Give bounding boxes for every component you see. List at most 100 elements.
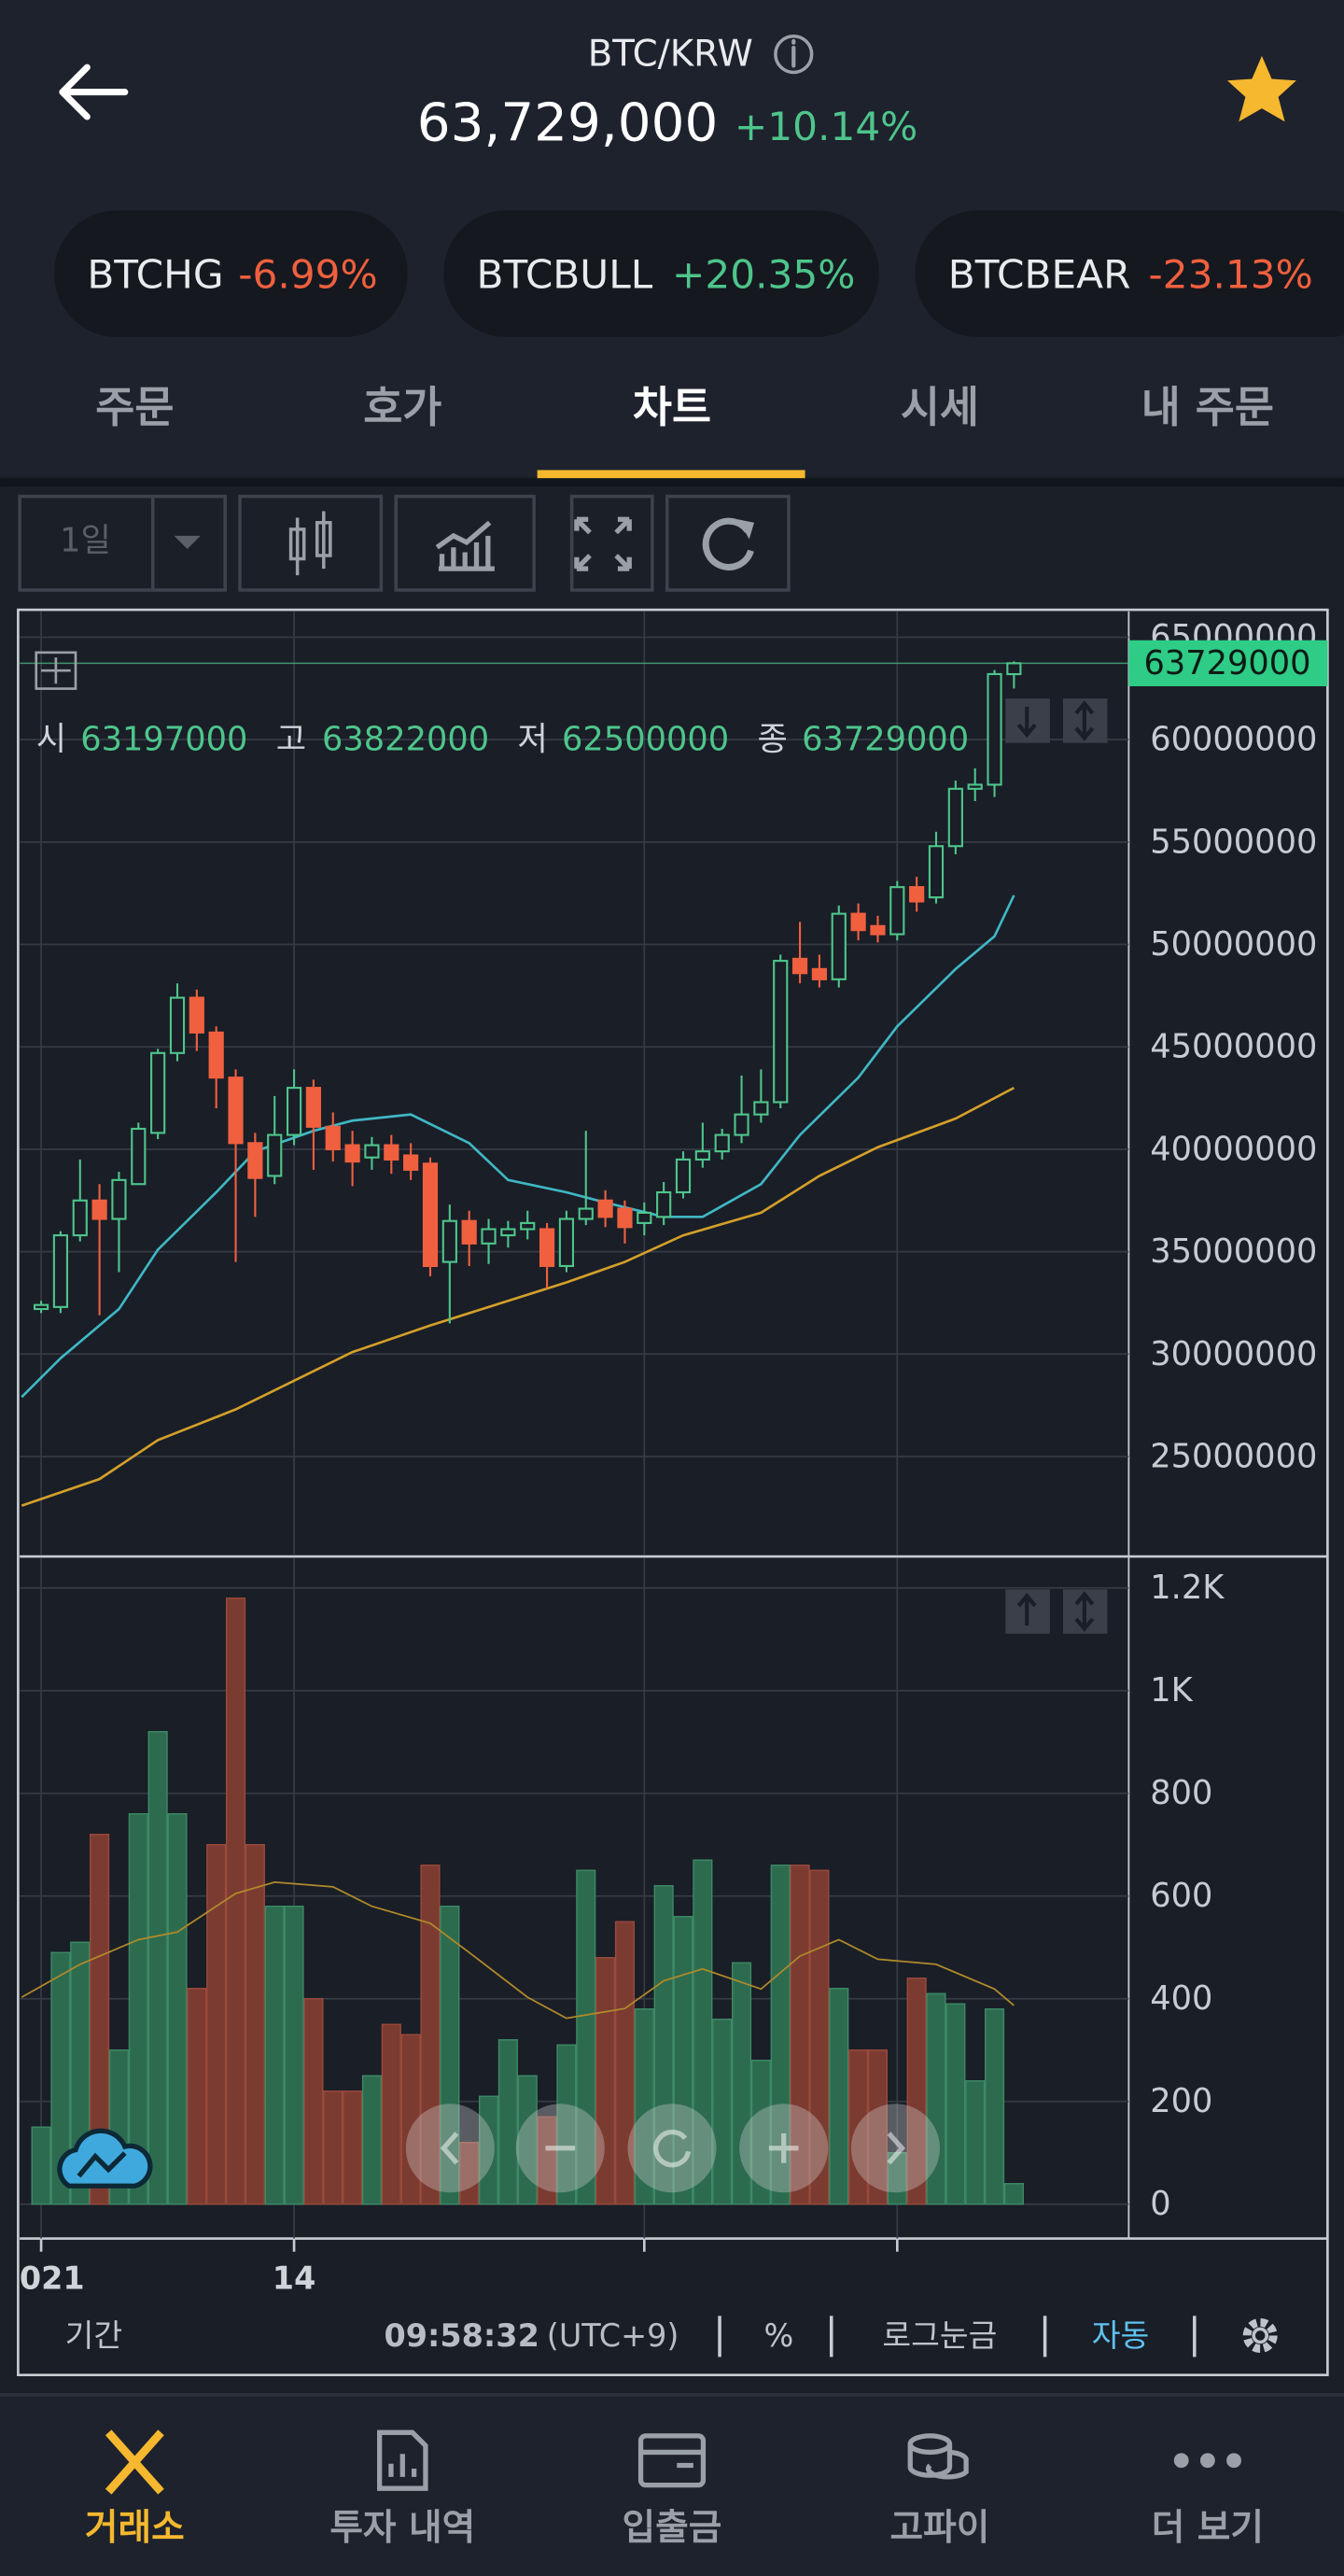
reset[interactable]: [627, 2104, 717, 2193]
settings-gear[interactable]: [1242, 2317, 1278, 2353]
interval-label: 1일: [60, 522, 111, 560]
y-tick-label: 60000000: [1150, 721, 1317, 759]
zoom-glyphs: [440, 2129, 905, 2168]
candle-body: [734, 1113, 749, 1136]
back-button[interactable]: [59, 63, 129, 120]
panel-controls: [1005, 698, 1108, 1634]
nav-icon-detail: [907, 2443, 969, 2480]
volume-bar: [867, 2049, 889, 2205]
volume-bar: [225, 1598, 246, 2205]
crosshair-icon: [41, 657, 71, 684]
favorite-star[interactable]: [1226, 55, 1296, 122]
fullscreen-button[interactable]: [569, 494, 654, 592]
scroll-left[interactable]: [405, 2104, 495, 2193]
ohlc-label: 고: [276, 721, 306, 759]
tab[interactable]: 호가: [363, 383, 441, 432]
candle-body: [441, 1219, 457, 1263]
candle-body: [344, 1144, 360, 1163]
tab-active[interactable]: 차트: [633, 383, 711, 432]
volume-bar: [343, 2090, 363, 2205]
refresh-icon: [702, 517, 754, 570]
candle-body: [850, 912, 866, 932]
volume-bar: [984, 2008, 1005, 2205]
time: 09:58:32: [385, 2317, 539, 2354]
candle-body: [714, 1133, 730, 1153]
volume-bar: [187, 1988, 207, 2205]
ma-line: [21, 894, 1015, 1399]
candle-type-button[interactable]: [238, 494, 384, 592]
candle-body: [364, 1144, 380, 1159]
nav-item-active[interactable]: 거래소: [85, 2507, 185, 2549]
tab[interactable]: 주문: [95, 383, 174, 432]
y-tick-label: 600: [1150, 1877, 1212, 1915]
volume-bar: [926, 1992, 946, 2205]
nav-icons: [105, 2429, 1241, 2495]
candle-body: [753, 1101, 769, 1116]
percent-toggle[interactable]: %: [764, 2317, 794, 2354]
x-tick-label: 14: [273, 2259, 316, 2296]
y-tick-label: 1K: [1150, 1671, 1193, 1710]
candle-body: [539, 1228, 555, 1268]
nav-item[interactable]: 입출금: [623, 2507, 722, 2549]
refresh-button[interactable]: [665, 494, 791, 592]
indicator-icon: [435, 520, 495, 571]
control-glyphs: [1016, 700, 1095, 1632]
volume-bar: [614, 1921, 636, 2205]
candle-body: [987, 672, 1002, 786]
log-scale-toggle[interactable]: 로그눈금: [882, 2317, 997, 2354]
volume-panel: [20, 1557, 1129, 2239]
y-tick-label: 25000000: [1150, 1437, 1317, 1475]
candle-body: [617, 1207, 633, 1229]
candle-body: [305, 1087, 322, 1128]
nav-item[interactable]: 투자 내역: [329, 2507, 475, 2549]
price: 63,729,000: [417, 93, 719, 154]
volume-bar: [420, 1865, 441, 2205]
tab[interactable]: 시세: [901, 383, 979, 432]
nav-icon: [105, 2429, 164, 2495]
candle-body: [811, 967, 828, 980]
nav-item[interactable]: 더 보기: [1152, 2507, 1264, 2549]
settings-gear-hole: [1252, 2327, 1269, 2344]
candle-body: [228, 1077, 244, 1145]
ohlc-label: 종: [758, 721, 788, 759]
candle-icon: [288, 511, 332, 576]
volume-bar: [381, 2023, 401, 2205]
y-tick-label: 200: [1150, 2082, 1212, 2120]
candle-body: [33, 1303, 49, 1311]
volume-bar: [400, 2034, 421, 2205]
candle-body: [267, 1133, 283, 1177]
ticker-pill[interactable]: [54, 210, 408, 337]
change: +10.14%: [735, 104, 917, 149]
current-price-label: 63729000: [1143, 644, 1310, 683]
volume-bar: [206, 1844, 227, 2205]
period-button[interactable]: 기간: [65, 2317, 123, 2354]
scroll-right[interactable]: [850, 2104, 940, 2193]
volume-bar: [731, 1962, 752, 2205]
tab[interactable]: 내 주문: [1141, 383, 1274, 432]
info-line: 시 63197000 고 63822000 저 62500000 종 63729…: [36, 721, 969, 759]
nav-item[interactable]: 고파이: [890, 2507, 990, 2549]
volume-bar: [770, 1865, 791, 2205]
volume-bar: [965, 2080, 986, 2205]
interval-button[interactable]: [18, 494, 227, 592]
ticker-change: -23.13%: [1149, 251, 1313, 297]
auto-toggle[interactable]: 자동: [1092, 2317, 1150, 2354]
candle-body: [889, 886, 905, 936]
volume-bar: [517, 2075, 538, 2205]
crosshair-toggle[interactable]: [35, 651, 77, 690]
ticker-pill[interactable]: [443, 210, 879, 337]
ohlc-value: 63729000: [802, 721, 969, 759]
volume-ma-line: [21, 1880, 1015, 2020]
ohlc-value: 62500000: [562, 721, 729, 759]
volume-bar: [576, 1869, 596, 2205]
info-icon[interactable]: [774, 34, 814, 75]
ticker-pill[interactable]: [915, 210, 1344, 337]
candle-body: [500, 1228, 516, 1237]
indicator-button[interactable]: [394, 494, 536, 592]
ticker-change: +20.35%: [672, 251, 855, 297]
volume-bar: [245, 1844, 265, 2205]
candle-body: [150, 1051, 166, 1134]
volume-bar: [50, 1951, 71, 2205]
y-tick-label: 400: [1150, 1979, 1212, 2018]
